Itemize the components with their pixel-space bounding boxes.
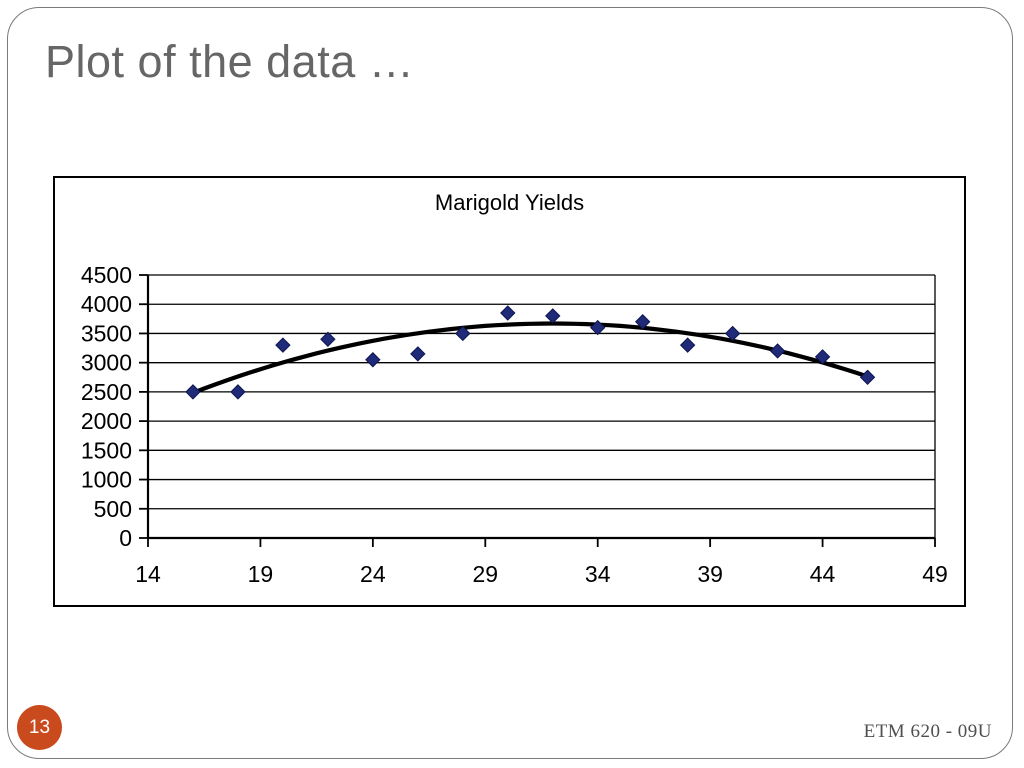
x-tick-label: 24 bbox=[360, 561, 386, 587]
data-point bbox=[679, 337, 696, 353]
y-tick-label: 2000 bbox=[81, 408, 132, 434]
y-tick-label: 4000 bbox=[81, 291, 132, 317]
page-number-badge: 13 bbox=[17, 705, 62, 750]
y-tick-label: 1500 bbox=[81, 437, 132, 463]
chart-plot: 0 500 1000 1500 2000 2500 3000 3500 4000 4500 14 19… bbox=[81, 262, 948, 587]
x-tick-label: 29 bbox=[472, 561, 498, 587]
data-point bbox=[500, 305, 516, 321]
x-tick-label: 34 bbox=[585, 561, 611, 587]
footer-text: ETM 620 - 09U bbox=[863, 721, 992, 742]
data-point bbox=[859, 369, 876, 385]
chart-title: Marigold Yields bbox=[434, 190, 585, 215]
data-point bbox=[275, 337, 291, 353]
x-tick-label: 19 bbox=[248, 561, 274, 587]
data-point bbox=[724, 325, 741, 342]
data-point bbox=[365, 352, 381, 368]
data-point bbox=[410, 346, 426, 362]
x-tick-label: 49 bbox=[922, 561, 948, 587]
data-point bbox=[545, 308, 561, 324]
y-tick-label: 3500 bbox=[81, 320, 132, 346]
data-point bbox=[230, 384, 246, 400]
slide-border bbox=[7, 7, 1013, 759]
data-point bbox=[769, 343, 786, 359]
y-tick-label: 0 bbox=[119, 525, 132, 551]
trendline bbox=[190, 321, 870, 395]
data-point bbox=[814, 349, 831, 365]
x-tick-label: 39 bbox=[697, 561, 723, 587]
y-tick-label: 4500 bbox=[81, 262, 132, 288]
y-tick-label: 3000 bbox=[81, 350, 132, 376]
data-point bbox=[590, 319, 606, 336]
y-tick-label: 1000 bbox=[81, 467, 132, 493]
data-point bbox=[455, 325, 471, 342]
page-title: Plot of the data … bbox=[45, 36, 415, 87]
page-number: 13 bbox=[28, 717, 51, 738]
y-tick-label: 2500 bbox=[81, 379, 132, 405]
x-tick-label: 44 bbox=[810, 561, 836, 587]
data-point bbox=[634, 314, 651, 330]
chart-frame: 0 500 1000 1500 2000 2500 3000 3500 4000 4500 14 19… bbox=[53, 176, 966, 607]
data-point bbox=[320, 331, 336, 347]
data-point bbox=[185, 384, 201, 400]
y-tick-label: 500 bbox=[94, 496, 132, 522]
x-tick-label: 14 bbox=[135, 561, 161, 587]
